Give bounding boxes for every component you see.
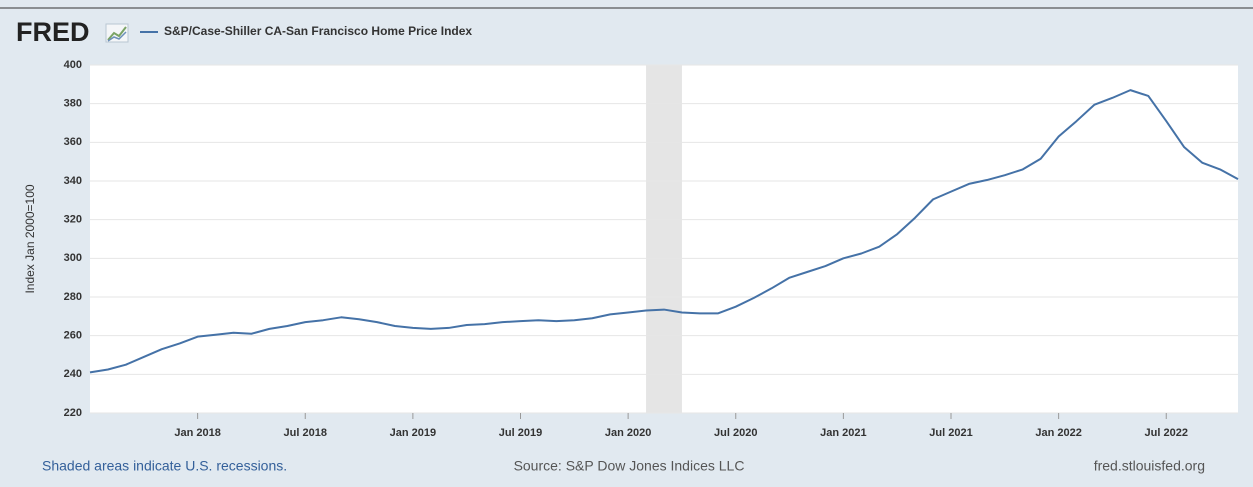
logo-icon	[105, 23, 129, 43]
x-tick-label: Jul 2022	[1145, 427, 1188, 439]
y-tick-label: 400	[64, 59, 82, 71]
x-tick-label: Jul 2019	[499, 427, 542, 439]
series-line	[89, 89, 1239, 374]
legend-label: S&P/Case-Shiller CA-San Francisco Home P…	[164, 24, 472, 38]
y-tick-label: 360	[64, 136, 82, 148]
x-tick-label: Jan 2022	[1035, 427, 1081, 439]
y-tick-label: 380	[64, 98, 82, 110]
source: Source: S&P Dow Jones Indices LLC	[514, 458, 745, 474]
y-axis-label: Index Jan 2000=100	[23, 184, 37, 293]
x-tick-label: Jan 2020	[605, 427, 651, 439]
x-tick-label: Jan 2018	[174, 427, 220, 439]
y-tick-label: 340	[64, 175, 82, 187]
y-tick-label: 320	[64, 214, 82, 226]
logo: FRED	[16, 17, 90, 47]
x-tick-label: Jul 2018	[284, 427, 327, 439]
recession-band	[646, 65, 682, 413]
recession-note: Shaded areas indicate U.S. recessions.	[42, 458, 287, 474]
x-tick-label: Jul 2020	[714, 427, 757, 439]
y-tick-label: 300	[64, 252, 82, 264]
y-tick-label: 240	[64, 368, 82, 380]
y-tick-label: 260	[64, 330, 82, 342]
x-tick-label: Jul 2021	[929, 427, 972, 439]
y-tick-label: 280	[64, 291, 82, 303]
site: fred.stlouisfed.org	[1094, 458, 1205, 474]
y-tick-label: 220	[64, 407, 82, 419]
x-tick-label: Jan 2019	[390, 427, 436, 439]
x-tick-label: Jan 2021	[820, 427, 866, 439]
